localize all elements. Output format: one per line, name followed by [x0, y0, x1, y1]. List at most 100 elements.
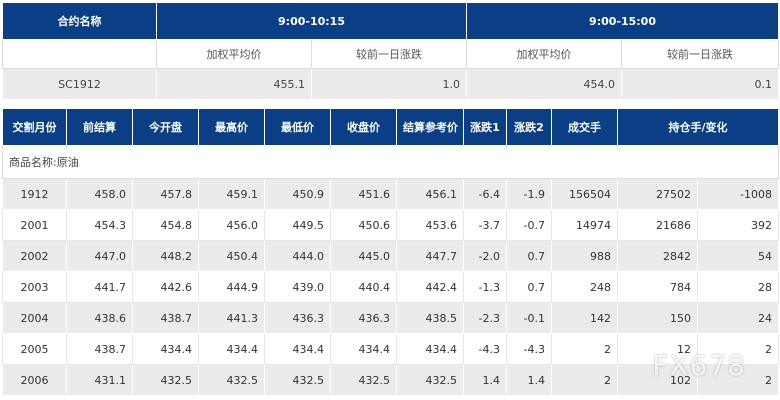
header-volume: 成交手: [551, 108, 618, 146]
delivery-month-cell: 2001: [2, 209, 67, 241]
prev-settle-cell: 447.0: [66, 240, 133, 272]
close-cell: 436.3: [330, 302, 397, 334]
volume-cell: 2: [551, 333, 618, 365]
watermark-logo: FX678: [652, 349, 746, 382]
low-cell: 432.5: [264, 364, 331, 396]
change-2-cell: -0.1: [506, 302, 552, 334]
volume-cell: 142: [551, 302, 618, 334]
table-row: 2006 431.1 432.5 432.5 432.5 432.5 432.5 1.4 1.4…: [2, 364, 779, 396]
table-row: 2001 454.3 454.8 456.0 449.5 450.6 453.6 -3.7 -0…: [2, 209, 779, 241]
open-cell: 438.7: [132, 302, 199, 334]
volume-cell: 988: [551, 240, 618, 272]
volume-cell: 248: [551, 271, 618, 303]
low-cell: 434.4: [264, 333, 331, 365]
avg-price-2-cell: 454.0: [466, 68, 623, 100]
close-cell: 450.6: [330, 209, 397, 241]
change-2-cell: -0.7: [506, 209, 552, 241]
oi-change-cell: 2: [697, 364, 779, 396]
delivery-month-cell: 2003: [2, 271, 67, 303]
open-cell: 432.5: [132, 364, 199, 396]
close-cell: 432.5: [330, 364, 397, 396]
change-1-cell: -6.4: [463, 178, 507, 210]
open-interest-cell: 102: [617, 364, 698, 396]
category-label: 商品名称:原油: [2, 145, 779, 179]
oi-change-cell: 28: [697, 271, 779, 303]
subheader-avg-price-2: 加权平均价: [466, 39, 623, 69]
high-cell: 432.5: [198, 364, 265, 396]
subheader-avg-price-1: 加权平均价: [156, 39, 312, 69]
table-row: 1912 458.0 457.8 459.1 450.9 451.6 456.1 -6.4 -1…: [2, 178, 779, 210]
volume-cell: 2: [551, 364, 618, 396]
header-contract-name: 合约名称: [2, 2, 157, 40]
low-cell: 449.5: [264, 209, 331, 241]
oi-change-cell: 54: [697, 240, 779, 272]
delivery-month-cell: 2005: [2, 333, 67, 365]
prev-settle-cell: 431.1: [66, 364, 133, 396]
header-prev-settle: 前结算: [66, 108, 133, 146]
table-header-row: 交割月份 前结算 今开盘 最高价 最低价 收盘价 结算参考价 涨跌1 涨跌2 成…: [2, 108, 779, 146]
subheader-change-2: 较前一日涨跌: [621, 39, 780, 69]
prev-settle-cell: 438.7: [66, 333, 133, 365]
open-cell: 457.8: [132, 178, 199, 210]
prev-settle-cell: 454.3: [66, 209, 133, 241]
header-period-1: 9:00-10:15: [155, 2, 468, 40]
settle-ref-cell: 447.7: [396, 240, 464, 272]
open-interest-cell: 784: [617, 271, 698, 303]
close-cell: 445.0: [330, 240, 397, 272]
change-1-cell: -3.7: [463, 209, 507, 241]
open-interest-cell: 150: [617, 302, 698, 334]
table-row: 2005 438.7 434.4 434.4 434.4 434.4 434.4 -4.3 -4…: [2, 333, 779, 365]
prev-settle-cell: 458.0: [66, 178, 133, 210]
summary-table: 合约名称 9:00-10:15 9:00-15:00 加权平均价 较前一日涨跌 …: [2, 2, 780, 100]
subheader-change-1: 较前一日涨跌: [310, 39, 468, 69]
change-1-cell: -2.3: [463, 302, 507, 334]
oi-change-cell: 24: [697, 302, 779, 334]
high-cell: 450.4: [198, 240, 265, 272]
header-low: 最低价: [264, 108, 331, 146]
high-cell: 456.0: [198, 209, 265, 241]
open-interest-cell: 2842: [617, 240, 698, 272]
close-cell: 451.6: [330, 178, 397, 210]
table-row: 2004 438.6 438.7 441.3 436.3 436.3 438.5 -2.3 -0…: [2, 302, 779, 334]
change-1-cell: 1.0: [310, 68, 468, 100]
low-cell: 444.0: [264, 240, 331, 272]
settle-ref-cell: 438.5: [396, 302, 464, 334]
header-high: 最高价: [198, 108, 265, 146]
contract-name-cell: SC1912: [2, 68, 157, 100]
change-2-cell: 0.7: [506, 240, 552, 272]
quotes-table: 交割月份 前结算 今开盘 最高价 最低价 收盘价 结算参考价 涨跌1 涨跌2 成…: [2, 108, 779, 396]
subheader-blank: [2, 39, 157, 69]
open-cell: 434.4: [132, 333, 199, 365]
table-row: 2003 441.7 442.6 444.9 439.0 440.4 442.4 -1.3 0.…: [2, 271, 779, 303]
change-2-cell: 0.7: [506, 271, 552, 303]
high-cell: 459.1: [198, 178, 265, 210]
low-cell: 450.9: [264, 178, 331, 210]
prev-settle-cell: 438.6: [66, 302, 133, 334]
open-cell: 454.8: [132, 209, 199, 241]
high-cell: 434.4: [198, 333, 265, 365]
header-change-1: 涨跌1: [463, 108, 507, 146]
delivery-month-cell: 2004: [2, 302, 67, 334]
settle-ref-cell: 453.6: [396, 209, 464, 241]
change-1-cell: -4.3: [463, 333, 507, 365]
settle-ref-cell: 434.4: [396, 333, 464, 365]
open-interest-cell: 21686: [617, 209, 698, 241]
change-1-cell: -2.0: [463, 240, 507, 272]
settle-ref-cell: 442.4: [396, 271, 464, 303]
change-2-cell: 0.1: [621, 68, 780, 100]
low-cell: 436.3: [264, 302, 331, 334]
delivery-month-cell: 2002: [2, 240, 67, 272]
header-change-2: 涨跌2: [506, 108, 552, 146]
open-cell: 448.2: [132, 240, 199, 272]
header-settle-ref: 结算参考价: [396, 108, 464, 146]
header-open: 今开盘: [132, 108, 199, 146]
change-1-cell: 1.4: [463, 364, 507, 396]
header-delivery-month: 交割月份: [2, 108, 67, 146]
header-close: 收盘价: [330, 108, 397, 146]
delivery-month-cell: 2006: [2, 364, 67, 396]
delivery-month-cell: 1912: [2, 178, 67, 210]
high-cell: 441.3: [198, 302, 265, 334]
change-2-cell: 1.4: [506, 364, 552, 396]
oi-change-cell: -1008: [697, 178, 779, 210]
header-open-interest: 持仓手/变化: [617, 108, 779, 146]
